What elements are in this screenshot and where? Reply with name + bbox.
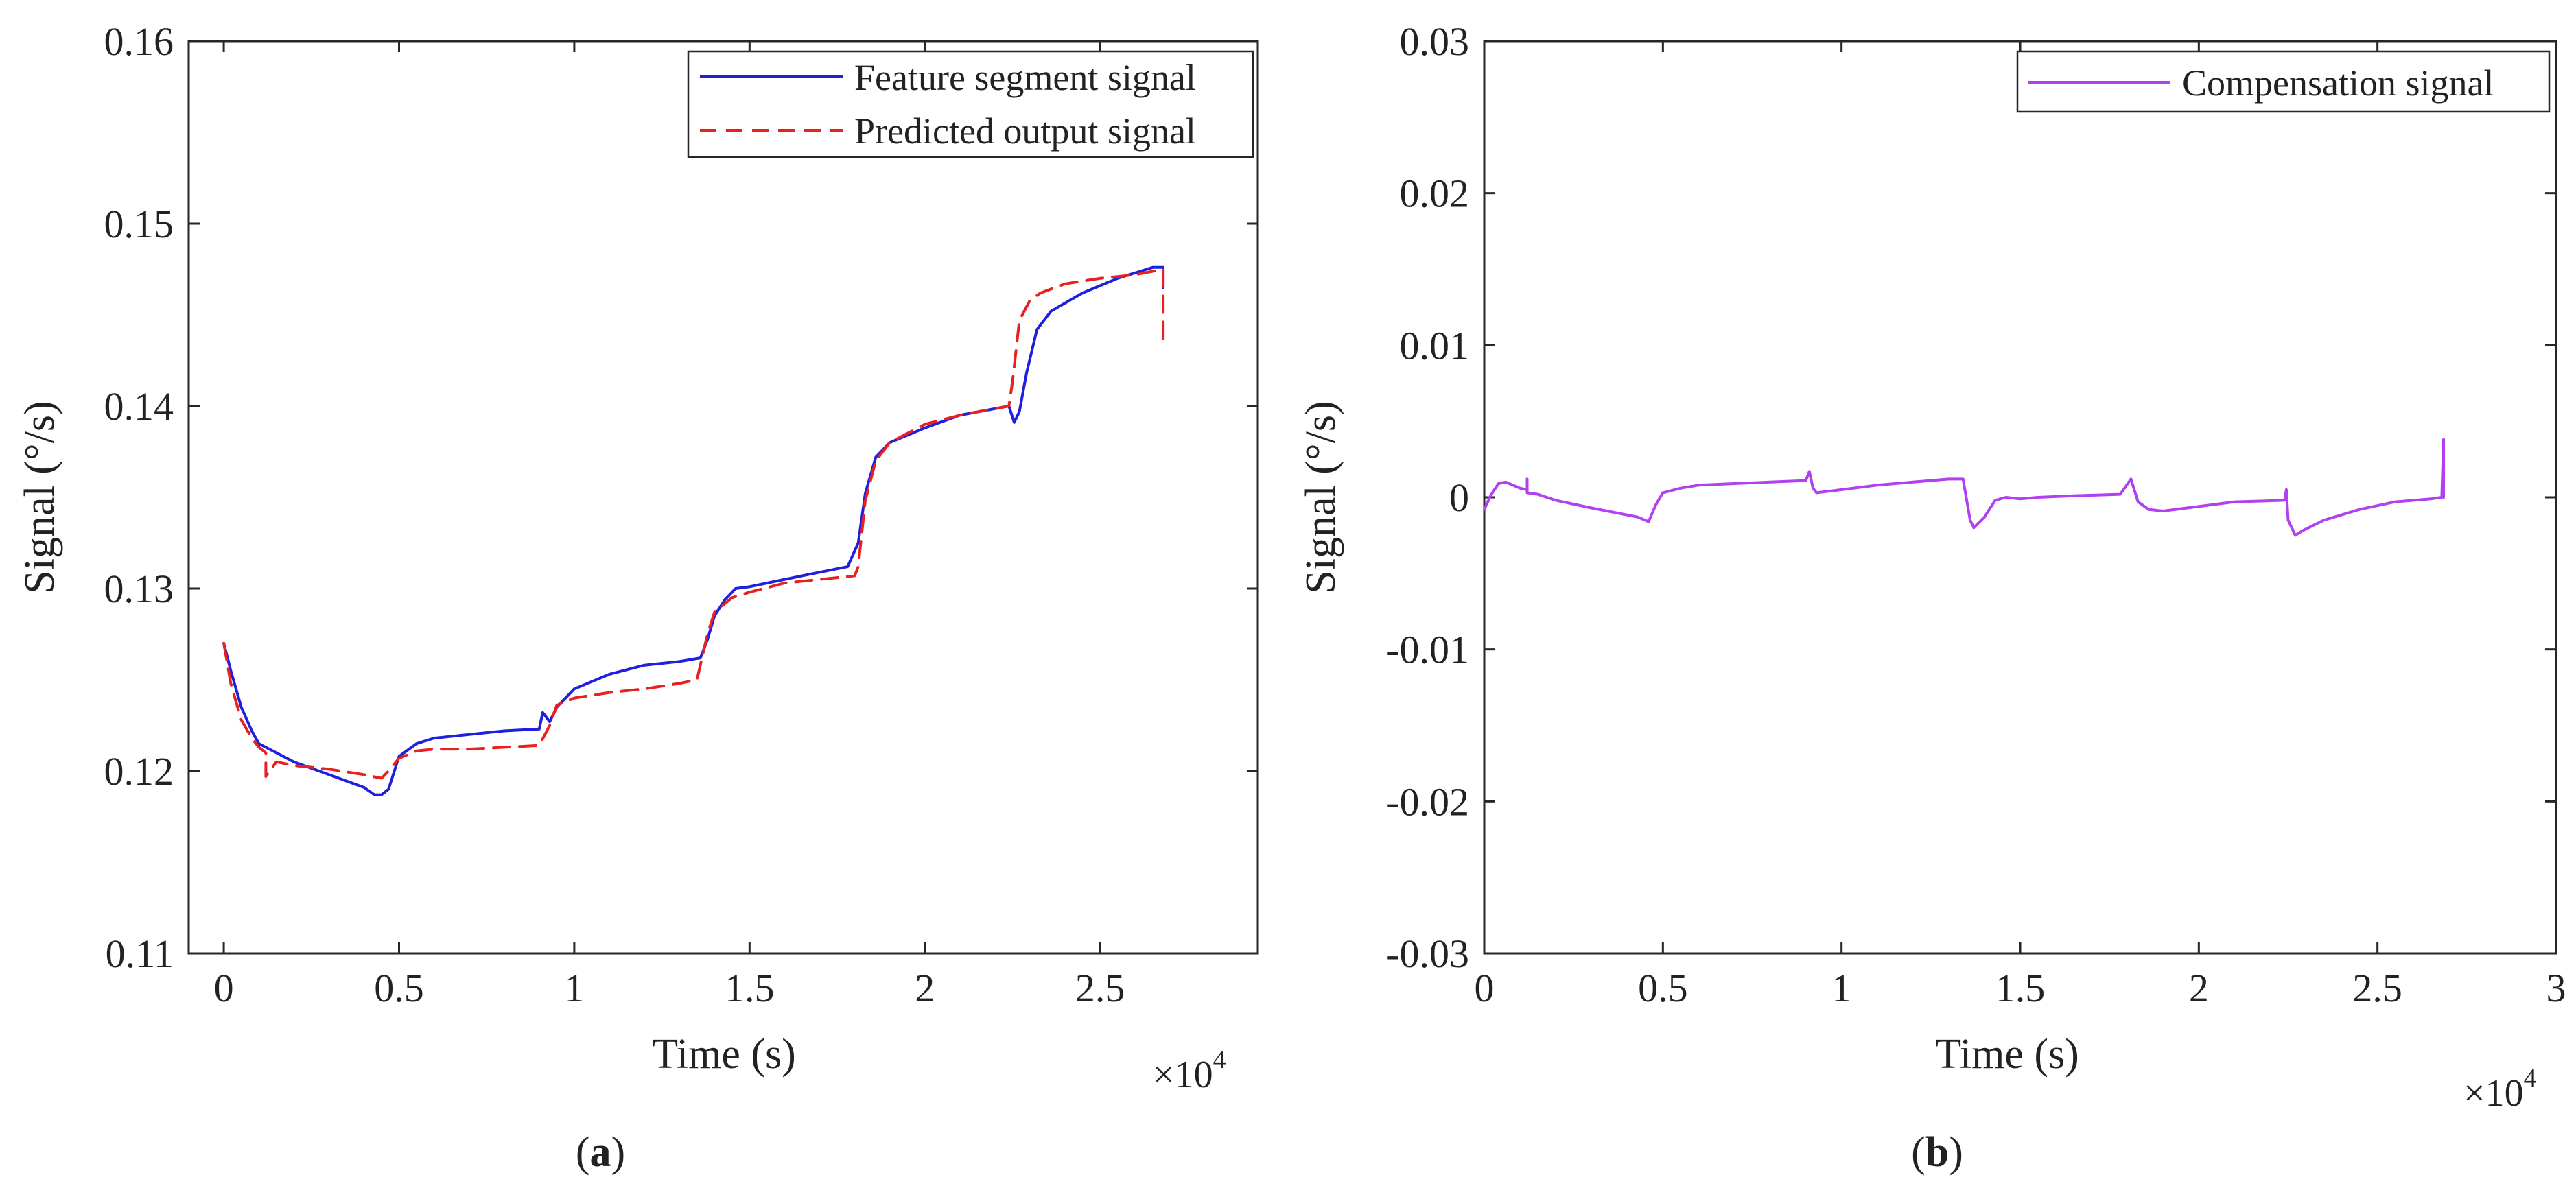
chart-b-xlabel: Time (s) — [1935, 1031, 2079, 1078]
chart-a: 0.11 0.12 0.13 0.14 0.15 0.16 0 0.5 1 1.5 2 2.5 Si… — [16, 19, 1259, 1176]
chart-a-ytick-label: 0.15 — [104, 202, 174, 246]
chart-b-xtick-label: 1 — [1831, 966, 1851, 1010]
chart-a-legend-box — [687, 50, 1254, 158]
chart-b-ytick-label: -0.03 — [1386, 931, 1469, 976]
chart-b-xtick-label: 2.5 — [2352, 966, 2402, 1010]
chart-b-y-axis: -0.03 -0.02 -0.01 0 0.01 0.02 0.03 — [1386, 19, 2556, 976]
chart-b-ylabel: Signal (°/s) — [1298, 401, 1344, 593]
chart-a-xtick-label: 1 — [564, 966, 584, 1010]
chart-a-legend: Feature segment signal Predicted output … — [687, 50, 1254, 158]
chart-b-xtick-label: 2 — [2189, 966, 2209, 1010]
chart-b-ytick-label: 0 — [1449, 475, 1469, 520]
chart-b-panel-label: (b) — [1911, 1129, 1963, 1176]
chart-a-legend-label-predicted: Predicted output signal — [854, 110, 1196, 152]
chart-a-xtick-label: 2.5 — [1075, 966, 1125, 1010]
chart-a-x-multiplier-base: ×10 — [1153, 1054, 1213, 1096]
chart-b: -0.03 -0.02 -0.01 0 0.01 0.02 0.03 0 0.5 1 1.5 2 2.… — [1298, 19, 2566, 1176]
chart-b-ytick-label: 0.01 — [1400, 323, 1470, 368]
chart-a-ytick-label: 0.12 — [104, 749, 174, 794]
chart-b-plot-area — [1483, 40, 2557, 955]
chart-b-panel-letter: b — [1925, 1129, 1949, 1176]
chart-b-ytick-label: 0.02 — [1400, 171, 1470, 216]
chart-a-x-axis: 0 0.5 1 1.5 2 2.5 — [214, 41, 1125, 1010]
chart-a-xtick-label: 0 — [214, 966, 234, 1010]
chart-a-xlabel: Time (s) — [652, 1031, 796, 1078]
chart-a-ylabel: Signal (°/s) — [16, 401, 63, 593]
chart-a-x-multiplier: ×104 — [1153, 1045, 1226, 1096]
chart-a-ytick-label: 0.16 — [104, 19, 174, 64]
chart-b-ytick-label: -0.01 — [1386, 628, 1469, 672]
chart-a-ytick-label: 0.13 — [104, 567, 174, 611]
chart-a-plot-area — [187, 40, 1259, 955]
chart-a-series — [222, 265, 1165, 796]
chart-b-xtick-label: 3 — [2546, 966, 2566, 1010]
chart-b-x-multiplier: ×104 — [2463, 1064, 2537, 1115]
chart-a-y-axis: 0.11 0.12 0.13 0.14 0.15 0.16 — [104, 19, 1258, 976]
chart-a-x-multiplier-exp: 4 — [1213, 1045, 1226, 1074]
chart-a-series-line-1 — [222, 268, 1165, 780]
chart-a-panel-label: (a) — [576, 1129, 625, 1176]
chart-b-series-line-0 — [1483, 438, 2445, 537]
chart-a-xtick-label: 2 — [915, 966, 935, 1010]
chart-a-panel-letter: a — [590, 1129, 611, 1176]
chart-b-ytick-label: -0.02 — [1386, 779, 1469, 824]
chart-b-ytick-label: 0.03 — [1400, 19, 1470, 64]
chart-a-xtick-label: 1.5 — [725, 966, 775, 1010]
chart-b-x-multiplier-base: ×10 — [2463, 1072, 2524, 1115]
chart-a-ytick-label: 0.11 — [106, 931, 174, 976]
chart-a-xtick-label: 0.5 — [374, 966, 424, 1010]
chart-b-xtick-label: 1.5 — [1995, 966, 2046, 1010]
chart-a-legend-label-feature: Feature segment signal — [854, 57, 1196, 98]
chart-b-x-multiplier-exp: 4 — [2524, 1064, 2537, 1093]
chart-b-xtick-label: 0.5 — [1638, 966, 1688, 1010]
chart-b-legend: Compensation signal — [2016, 50, 2551, 113]
chart-a-ytick-label: 0.14 — [104, 384, 174, 429]
chart-a-series-line-0 — [222, 265, 1165, 796]
chart-b-series — [1483, 438, 2445, 537]
chart-b-legend-label-compensation: Compensation signal — [2182, 62, 2494, 104]
chart-b-xtick-label: 0 — [1475, 966, 1495, 1010]
chart-b-x-axis: 0 0.5 1 1.5 2 2.5 3 — [1475, 41, 2566, 1010]
